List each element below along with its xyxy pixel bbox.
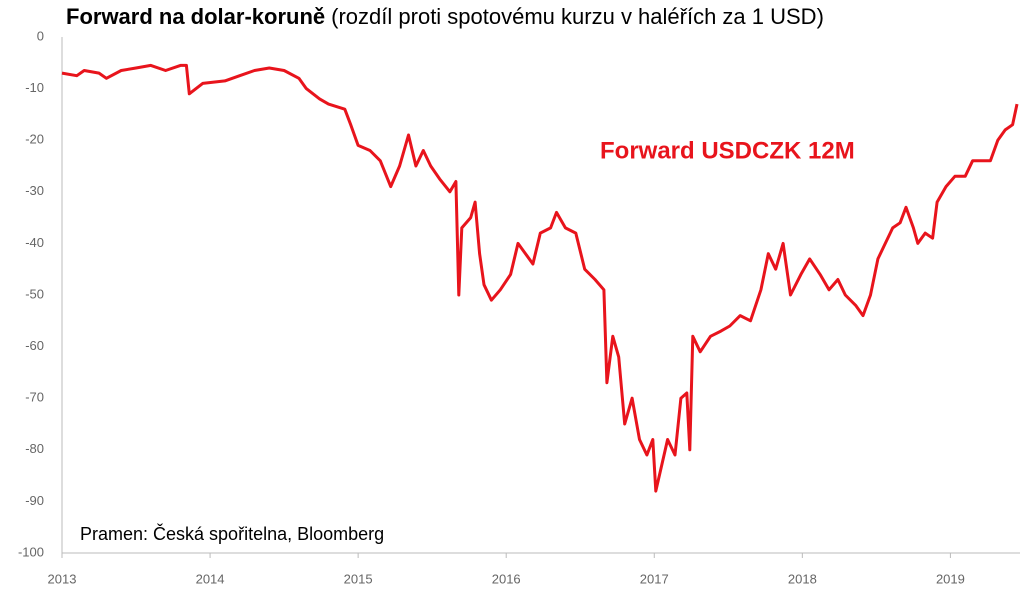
x-tick-label: 2017	[640, 571, 669, 586]
x-tick-label: 2019	[936, 571, 965, 586]
annotation: Forward USDCZK 12M	[600, 137, 855, 164]
y-tick-label: -40	[25, 235, 44, 250]
x-tick-label: 2014	[196, 571, 225, 586]
y-tick-label: -20	[25, 132, 44, 147]
y-tick-label: -10	[25, 80, 44, 95]
y-tick-label: 0	[37, 28, 44, 43]
y-tick-label: -50	[25, 286, 44, 301]
source: Pramen: Česká spořitelna, Bloomberg	[80, 523, 384, 544]
y-tick-label: -30	[25, 183, 44, 198]
title-sub: (rozdíl proti spotovému kurzu v haléřích…	[331, 4, 824, 29]
y-tick-label: -70	[25, 390, 44, 405]
x-tick-label: 2016	[492, 571, 521, 586]
series-line	[61, 63, 1019, 493]
x-tick-label: 2015	[344, 571, 373, 586]
y-tick-label: -60	[25, 338, 44, 353]
x-tick-label: 2018	[788, 571, 817, 586]
y-tick-label: -100	[18, 544, 44, 559]
x-tick-label: 2013	[48, 571, 77, 586]
y-tick-label: -80	[25, 441, 44, 456]
chart-title: Forward na dolar-koruně (rozdíl proti spo…	[66, 4, 824, 29]
title-main: Forward na dolar-koruně	[66, 4, 325, 29]
y-tick-label: -90	[25, 493, 44, 508]
